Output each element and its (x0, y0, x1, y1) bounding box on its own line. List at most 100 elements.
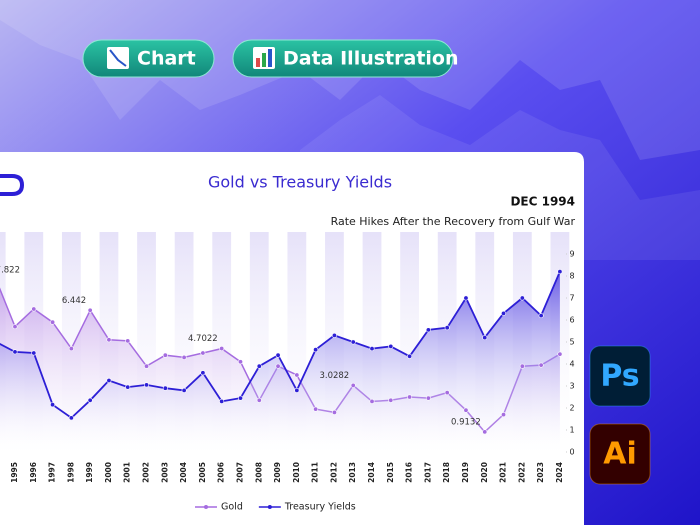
data-point (87, 397, 93, 403)
value-label: 3.0282 (319, 371, 349, 381)
data-point (237, 359, 243, 365)
y-tick-label: 0 (569, 448, 574, 457)
x-tick-label: 2024 (555, 462, 564, 483)
logo (0, 174, 25, 196)
chart-icon-line (109, 49, 127, 67)
value-label: 6.442 (62, 296, 86, 306)
data-point (219, 398, 225, 404)
bar-icon-bar (262, 53, 266, 67)
y-tick-label: 3 (569, 382, 574, 391)
data-point (388, 397, 394, 403)
data-point (68, 415, 74, 421)
data-point (200, 370, 206, 376)
data-point (12, 324, 18, 330)
value-label: 7.822 (0, 265, 20, 275)
x-tick-label: 2010 (292, 462, 301, 483)
data-point (444, 390, 450, 396)
x-tick-label: 2007 (235, 462, 244, 483)
x-tick-label: 2020 (480, 462, 489, 483)
data-point (31, 350, 37, 356)
data-point (369, 346, 375, 352)
data-point (125, 338, 131, 344)
badge-label: Data Illustration (283, 48, 459, 70)
data-point (482, 335, 488, 341)
data-point (256, 397, 262, 403)
value-label: 0.9132 (451, 417, 481, 427)
x-tick-label: 2023 (536, 462, 545, 483)
data-point (144, 363, 150, 369)
data-point (538, 362, 544, 368)
chart-title: Gold vs Treasury Yields (208, 173, 392, 192)
data-point (106, 337, 112, 343)
bar-icon-bar (256, 58, 260, 67)
data-point (181, 387, 187, 393)
data-point (275, 363, 281, 369)
x-tick-label: 2014 (367, 462, 376, 483)
data-point (369, 398, 375, 404)
data-point (519, 295, 525, 301)
data-point (31, 306, 37, 312)
data-point (294, 387, 300, 393)
data-point (219, 346, 225, 352)
data-point (125, 384, 131, 390)
y-tick-label: 7 (569, 294, 574, 303)
x-tick-label: 2000 (104, 462, 113, 483)
data-point (501, 412, 507, 418)
y-tick-label: 4 (569, 360, 574, 369)
x-tick-label: 2002 (142, 462, 151, 483)
plot: 1995 1996 1997 1998 1999 2000 2001 2002 2003 2004… (0, 232, 570, 483)
bar-icon-bar (268, 49, 272, 67)
data-point (519, 363, 525, 369)
x-tick-label: 2011 (311, 462, 320, 483)
app-label: Ps (600, 359, 639, 394)
x-tick-label: 2017 (423, 462, 432, 483)
data-point (200, 350, 206, 356)
badge[interactable]: Data Illustration (232, 39, 459, 78)
data-point (50, 402, 56, 408)
data-point (50, 319, 56, 325)
data-point (237, 395, 243, 401)
legend-label: Treasury Yields (284, 502, 356, 513)
data-point (388, 343, 394, 349)
y-tick-label: 2 (569, 404, 574, 413)
x-tick-label: 2001 (123, 462, 132, 483)
x-tick-label: 2016 (405, 462, 414, 483)
x-tick-label: 2003 (160, 462, 169, 483)
x-tick-label: 2018 (442, 462, 451, 483)
x-tick-label: 2004 (179, 462, 188, 483)
data-point (350, 382, 356, 388)
x-tick-label: 2005 (198, 462, 207, 483)
x-tick-label: 2013 (348, 462, 357, 483)
series-area (0, 271, 560, 452)
y-tick-label: 9 (569, 250, 574, 259)
data-point (275, 352, 281, 358)
data-point (313, 347, 319, 353)
x-tick-label: 2021 (499, 462, 508, 483)
data-point (294, 372, 300, 378)
app-icon[interactable]: Ai (589, 423, 651, 485)
data-point (331, 332, 337, 338)
x-tick-label: 1997 (48, 462, 57, 483)
x-tick-label: 1996 (29, 462, 38, 483)
data-point (350, 339, 356, 345)
value-label: 4.7022 (188, 334, 218, 344)
app-icon[interactable]: Ps (589, 345, 651, 407)
date-label: DEC 1994 (510, 195, 575, 209)
badge[interactable]: Chart (82, 39, 215, 78)
x-tick-label: 1995 (10, 462, 19, 483)
y-tick-label: 8 (569, 272, 574, 281)
data-point (256, 363, 262, 369)
x-tick-label: 1999 (85, 462, 94, 483)
data-point (557, 351, 563, 357)
data-point (501, 310, 507, 316)
data-point (425, 327, 431, 333)
data-point (162, 385, 168, 391)
x-tick-label: 2012 (329, 462, 338, 483)
data-point (68, 346, 74, 352)
app-label: Ai (603, 437, 637, 472)
x-tick-label: 2022 (517, 462, 526, 483)
data-point (106, 377, 112, 383)
x-tick-label: 1998 (66, 462, 75, 483)
legend-swatch-dot (204, 505, 208, 509)
data-point (425, 395, 431, 401)
